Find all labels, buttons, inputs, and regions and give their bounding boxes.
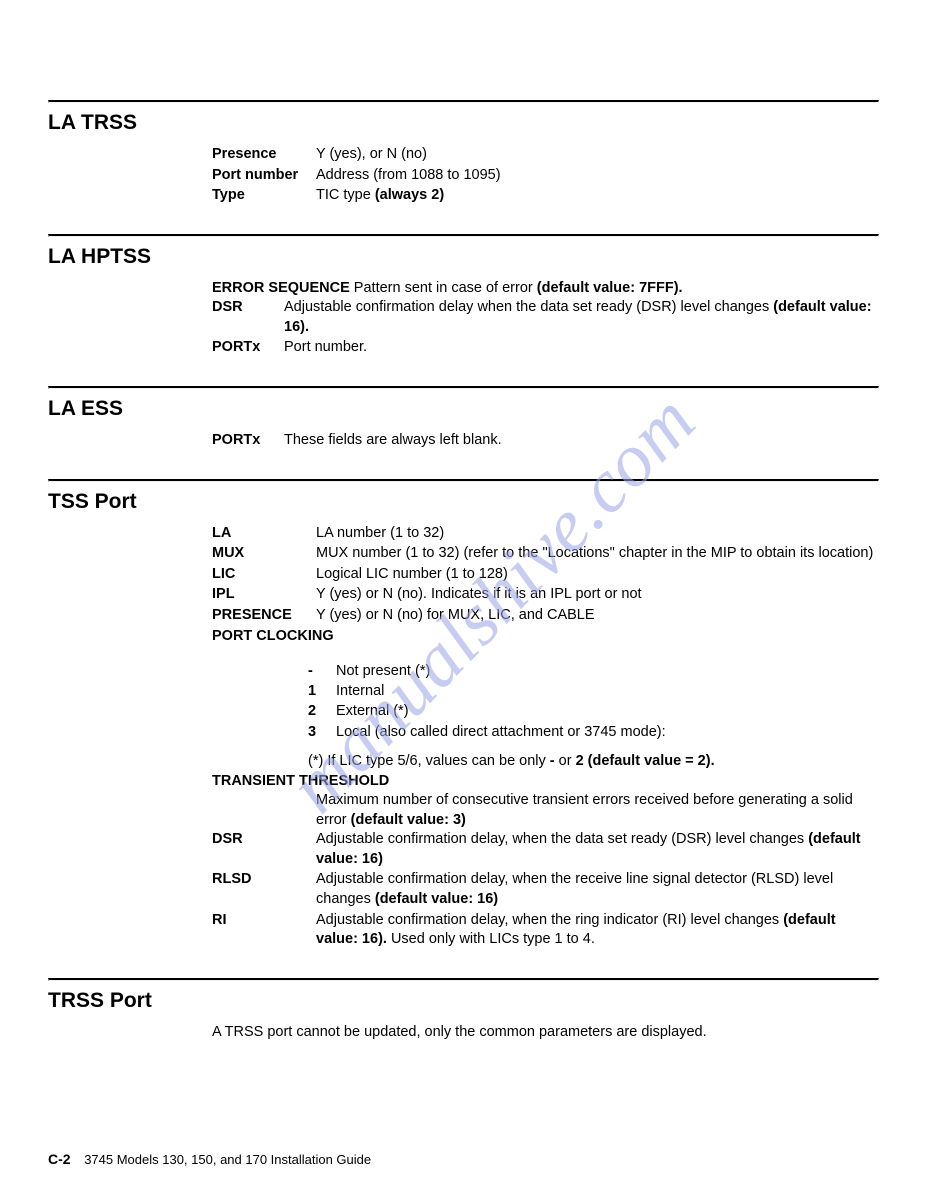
definition-label: DSR bbox=[212, 298, 284, 337]
value-suffix: Used only with LICs type 1 to 4. bbox=[387, 931, 595, 947]
value-text: Adjustable confirmation delay when the d… bbox=[284, 299, 773, 315]
definition-label: PORTx bbox=[212, 431, 284, 451]
section-la-ess: LA ESS PORTx These fields are always lef… bbox=[48, 386, 879, 451]
list-text: Not present (*) bbox=[336, 661, 430, 681]
definition-label: DSR bbox=[212, 830, 316, 869]
value-bold: (always 2) bbox=[375, 187, 444, 203]
clocking-list: -Not present (*) 1Internal 2External (*)… bbox=[308, 661, 879, 742]
section-rule bbox=[48, 386, 879, 389]
section-rule bbox=[48, 100, 879, 103]
footnote-bold: 2 (default value = 2). bbox=[576, 753, 715, 769]
definition-value: MUX number (1 to 32) (refer to the "Loca… bbox=[316, 544, 879, 564]
definition-value: Adjustable confirmation delay when the d… bbox=[284, 298, 879, 337]
paragraph: ERROR SEQUENCE Pattern sent in case of e… bbox=[212, 279, 879, 299]
list-item: 2External (*) bbox=[308, 701, 879, 721]
definition-label: PORTx bbox=[212, 338, 284, 358]
definition-value: Adjustable confirmation delay, when the … bbox=[316, 830, 879, 869]
list-text: Internal bbox=[336, 681, 384, 701]
definition-row: Port number Address (from 1088 to 1095) bbox=[212, 166, 879, 186]
definition-value: Y (yes), or N (no) bbox=[316, 145, 879, 165]
definition-row: RI Adjustable confirmation delay, when t… bbox=[212, 911, 879, 950]
section-rule bbox=[48, 234, 879, 237]
list-item: -Not present (*) bbox=[308, 661, 879, 681]
document-page: manualshive.com LA TRSS Presence Y (yes)… bbox=[0, 0, 927, 1042]
list-symbol: 1 bbox=[308, 681, 336, 701]
section-heading: LA TRSS bbox=[48, 111, 879, 135]
definition-label: IPL bbox=[212, 585, 316, 605]
definition-row: MUX MUX number (1 to 32) (refer to the "… bbox=[212, 544, 879, 564]
list-symbol: 3 bbox=[308, 722, 336, 742]
section-heading: TSS Port bbox=[48, 490, 879, 514]
definition-label: Presence bbox=[212, 145, 316, 165]
value-bold: (default value: 3) bbox=[351, 812, 466, 828]
definition-label: RLSD bbox=[212, 870, 316, 909]
definition-row: PRESENCE Y (yes) or N (no) for MUX, LIC,… bbox=[212, 606, 879, 626]
section-heading: LA HPTSS bbox=[48, 245, 879, 269]
section-heading: LA ESS bbox=[48, 397, 879, 421]
footnote-text: or bbox=[555, 753, 576, 769]
definition-row: DSR Adjustable confirmation delay when t… bbox=[212, 298, 879, 337]
definition-value: Address (from 1088 to 1095) bbox=[316, 166, 879, 186]
list-text: Local (also called direct attachment or … bbox=[336, 722, 666, 742]
footnote-text: (*) If LIC type 5/6, values can be only bbox=[308, 753, 550, 769]
section-rule bbox=[48, 978, 879, 981]
definition-value: Y (yes) or N (no) for MUX, LIC, and CABL… bbox=[316, 606, 879, 626]
inline-label: ERROR SEQUENCE bbox=[212, 280, 350, 296]
section-body: Presence Y (yes), or N (no) Port number … bbox=[212, 145, 879, 206]
page-number: C-2 bbox=[48, 1151, 71, 1167]
definition-value: These fields are always left blank. bbox=[284, 431, 879, 451]
list-item: 1Internal bbox=[308, 681, 879, 701]
page-footer: C-2 3745 Models 130, 150, and 170 Instal… bbox=[48, 1151, 371, 1167]
footnote: (*) If LIC type 5/6, values can be only … bbox=[308, 752, 879, 772]
definition-row: Presence Y (yes), or N (no) bbox=[212, 145, 879, 165]
definition-value: TIC type (always 2) bbox=[316, 186, 879, 206]
value-text: Adjustable confirmation delay, when the … bbox=[316, 831, 808, 847]
section-la-hptss: LA HPTSS ERROR SEQUENCE Pattern sent in … bbox=[48, 234, 879, 358]
definition-row: DSR Adjustable confirmation delay, when … bbox=[212, 830, 879, 869]
definition-row: PORTx Port number. bbox=[212, 338, 879, 358]
paragraph: Maximum number of consecutive transient … bbox=[316, 791, 879, 830]
definition-value: Adjustable confirmation delay, when the … bbox=[316, 911, 879, 950]
paragraph: A TRSS port cannot be updated, only the … bbox=[212, 1023, 879, 1043]
value-text: TIC type bbox=[316, 187, 375, 203]
section-body: A TRSS port cannot be updated, only the … bbox=[212, 1023, 879, 1043]
section-tss-port: TSS Port LA LA number (1 to 32) MUX MUX … bbox=[48, 479, 879, 950]
list-symbol: - bbox=[308, 661, 336, 681]
definition-label: RI bbox=[212, 911, 316, 950]
definition-label: LA bbox=[212, 524, 316, 544]
inline-text: Pattern sent in case of error bbox=[350, 280, 537, 296]
list-text: External (*) bbox=[336, 701, 409, 721]
definition-row: LA LA number (1 to 32) bbox=[212, 524, 879, 544]
definition-value: Y (yes) or N (no). Indicates if it is an… bbox=[316, 585, 879, 605]
section-heading: TRSS Port bbox=[48, 989, 879, 1013]
definition-label: MUX bbox=[212, 544, 316, 564]
section-body: LA LA number (1 to 32) MUX MUX number (1… bbox=[212, 524, 879, 950]
definition-row: RLSD Adjustable confirmation delay, when… bbox=[212, 870, 879, 909]
list-item: 3Local (also called direct attachment or… bbox=[308, 722, 879, 742]
definition-row: IPL Y (yes) or N (no). Indicates if it i… bbox=[212, 585, 879, 605]
definition-row: PORTx These fields are always left blank… bbox=[212, 431, 879, 451]
section-body: ERROR SEQUENCE Pattern sent in case of e… bbox=[212, 279, 879, 358]
section-trss-port: TRSS Port A TRSS port cannot be updated,… bbox=[48, 978, 879, 1043]
footer-title: 3745 Models 130, 150, and 170 Installati… bbox=[84, 1152, 371, 1167]
value-bold: (default value: 16) bbox=[375, 891, 498, 907]
definition-value: Adjustable confirmation delay, when the … bbox=[316, 870, 879, 909]
definition-value: LA number (1 to 32) bbox=[316, 524, 879, 544]
list-symbol: 2 bbox=[308, 701, 336, 721]
section-body: PORTx These fields are always left blank… bbox=[212, 431, 879, 451]
definition-row: Type TIC type (always 2) bbox=[212, 186, 879, 206]
inline-bold: (default value: 7FFF). bbox=[537, 280, 683, 296]
definition-row: LIC Logical LIC number (1 to 128) bbox=[212, 565, 879, 585]
section-la-trss: LA TRSS Presence Y (yes), or N (no) Port… bbox=[48, 100, 879, 206]
definition-value: Logical LIC number (1 to 128) bbox=[316, 565, 879, 585]
definition-label: LIC bbox=[212, 565, 316, 585]
definition-label: Port number bbox=[212, 166, 316, 186]
definition-label: PRESENCE bbox=[212, 606, 316, 626]
definition-label: Type bbox=[212, 186, 316, 206]
value-text: Adjustable confirmation delay, when the … bbox=[316, 912, 783, 928]
subheading-port-clocking: PORT CLOCKING bbox=[212, 627, 879, 647]
definition-value: Port number. bbox=[284, 338, 879, 358]
subheading-transient-threshold: TRANSIENT THRESHOLD bbox=[212, 772, 879, 792]
section-rule bbox=[48, 479, 879, 482]
